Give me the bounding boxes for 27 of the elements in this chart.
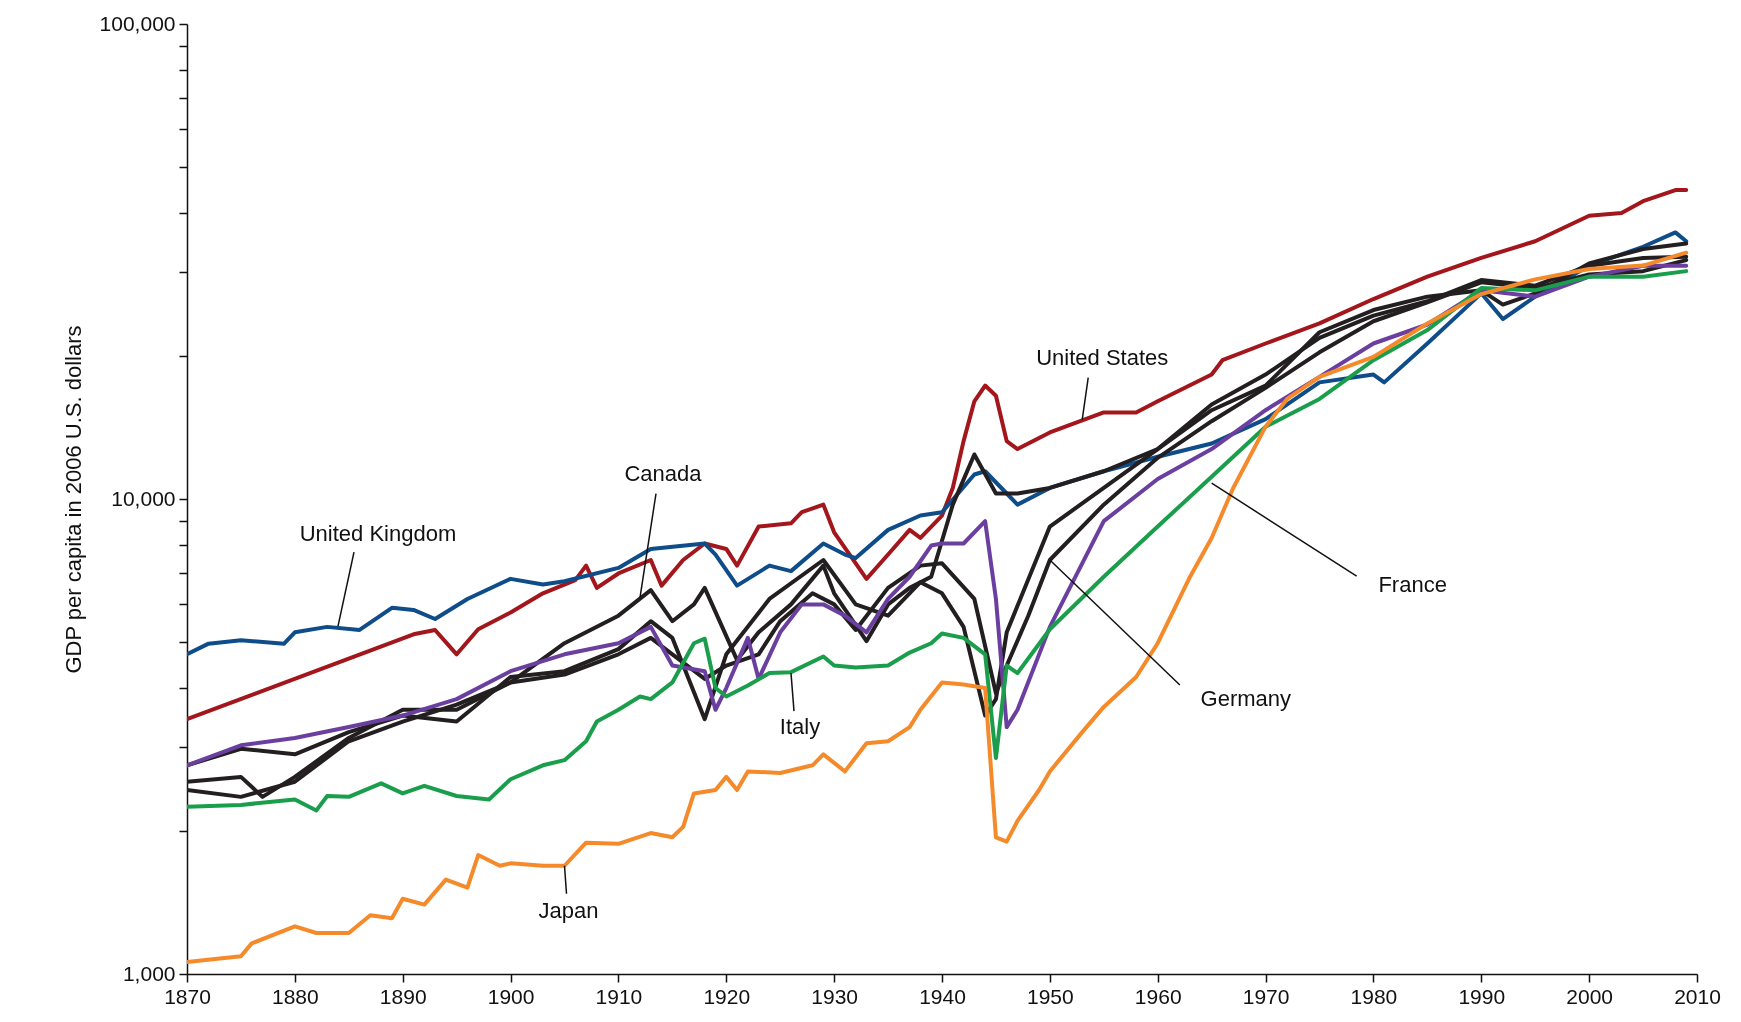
- x-tick-label: 1910: [595, 984, 643, 1008]
- x-tick-label: 1990: [1458, 984, 1506, 1008]
- y-tick-label: 10,000: [111, 486, 176, 510]
- annotation: Germany: [1200, 686, 1292, 711]
- annotation: Italy: [779, 714, 821, 740]
- annotation: Japan: [538, 897, 599, 923]
- x-tick-label: 1930: [811, 984, 858, 1008]
- annotation: France: [1378, 572, 1447, 598]
- x-tick-label: 1960: [1134, 984, 1182, 1008]
- line-series: [187, 250, 1689, 964]
- y-tick-label: 100,000: [99, 11, 176, 35]
- y-axis-title: GDP per capita in 2006 U.S. dollars: [60, 325, 86, 674]
- x-tick-label: 1940: [919, 984, 966, 1008]
- x-tick-label: 1900: [487, 984, 535, 1008]
- y-tick-label: 1,000: [122, 961, 176, 985]
- x-tick-label: 1970: [1242, 984, 1290, 1008]
- x-tick-label: 1950: [1027, 984, 1074, 1008]
- annotation: United Kingdom: [299, 521, 457, 547]
- x-tick-label: 1870: [164, 984, 211, 1008]
- x-tick-label: 1880: [272, 984, 319, 1008]
- x-tick-label: 2000: [1566, 984, 1613, 1008]
- x-tick-label: 1920: [703, 984, 751, 1008]
- annotation: Canada: [624, 460, 703, 486]
- x-tick-label: 1890: [379, 984, 427, 1008]
- annotation: United States: [1036, 344, 1169, 370]
- x-tick-label: 2010: [1674, 984, 1721, 1008]
- x-tick-label: 1980: [1350, 984, 1398, 1008]
